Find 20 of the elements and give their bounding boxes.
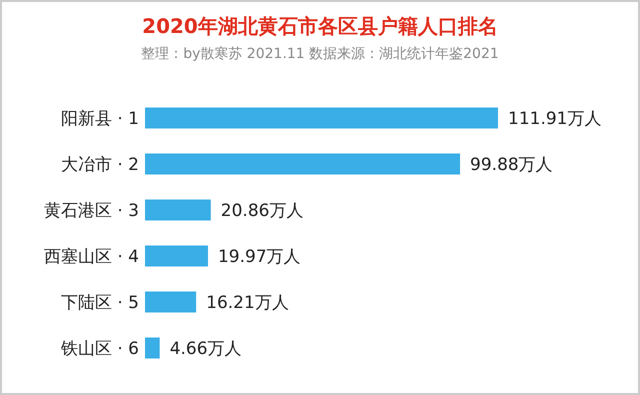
y-tick-label: 黄石港区 · 3 — [44, 201, 139, 221]
bar — [145, 200, 211, 220]
y-tick-label: 铁山区 · 6 — [60, 339, 139, 359]
bar — [145, 154, 460, 174]
chart-title: 2020年湖北黄石市各区县户籍人口排名 — [142, 14, 498, 38]
y-tick-label: 阳新县 · 1 — [60, 109, 139, 129]
data-label: 111.91万人 — [508, 109, 602, 129]
bar — [145, 246, 208, 266]
y-tick-label: 西塞山区 · 4 — [44, 247, 139, 267]
bar — [145, 108, 498, 128]
data-label: 99.88万人 — [470, 155, 553, 175]
data-label: 20.86万人 — [220, 201, 304, 221]
data-label: 4.66万人 — [170, 339, 242, 359]
bar — [145, 338, 160, 358]
bar — [145, 292, 196, 312]
y-tick-label: 大冶市 · 2 — [60, 155, 139, 175]
y-tick-label: 下陆区 · 5 — [60, 293, 139, 313]
chart-subtitle: 整理：by散寒苏 2021.11 数据来源：湖北统计年鉴2021 — [141, 46, 499, 62]
data-label: 16.21万人 — [206, 293, 289, 313]
data-label: 19.97万人 — [218, 247, 301, 267]
